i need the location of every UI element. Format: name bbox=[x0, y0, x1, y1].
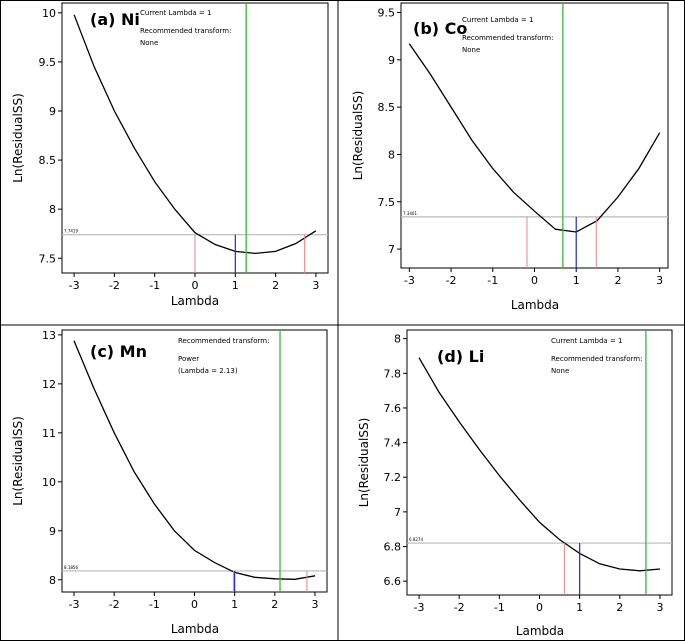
y-tick-label: 7.4 bbox=[384, 437, 402, 450]
panel-3: 6.8274 -3 -2 -1 0 1 2 3 6.6 6.8 7 7.2 7.4 7.6 7.8 8 Lamb… bbox=[357, 329, 673, 638]
panel-label: (b) Co bbox=[413, 19, 467, 38]
x-tick-label: -3 bbox=[69, 279, 80, 292]
x-axis-label: Lambda bbox=[171, 294, 219, 308]
y-tick-label: 7 bbox=[388, 243, 395, 256]
annotation-note: Recommended transform: bbox=[462, 34, 553, 42]
x-tick-label: 3 bbox=[312, 279, 319, 292]
y-tick-label: 8 bbox=[388, 148, 395, 161]
series-line bbox=[73, 340, 316, 580]
y-tick-label: 10 bbox=[42, 7, 56, 20]
annotation-note: Current Lambda = 1 bbox=[551, 337, 622, 345]
x-tick-label: -2 bbox=[454, 601, 465, 614]
x-tick-label: -3 bbox=[69, 598, 80, 611]
y-tick-label: 7 bbox=[394, 506, 401, 519]
x-tick-label: -2 bbox=[109, 279, 120, 292]
reference-line-label: 6.8274 bbox=[409, 537, 423, 542]
reference-line-label: 7.7419 bbox=[64, 229, 78, 234]
annotation-note: None bbox=[462, 46, 480, 54]
x-axis-label: Lambda bbox=[171, 622, 219, 636]
x-tick-label: 0 bbox=[531, 274, 538, 287]
reference-line-label: 8.1856 bbox=[64, 565, 78, 570]
x-tick-label: 1 bbox=[232, 279, 239, 292]
x-axis-label: Lambda bbox=[511, 298, 559, 312]
x-tick-label: 2 bbox=[271, 598, 278, 611]
x-tick-label: -1 bbox=[149, 598, 160, 611]
y-axis-label: Ln(ResidualSS) bbox=[351, 91, 365, 181]
annotation-note: None bbox=[140, 39, 158, 47]
x-tick-label: 2 bbox=[272, 279, 279, 292]
y-axis-label: Ln(ResidualSS) bbox=[11, 93, 25, 183]
y-tick-label: 7.5 bbox=[378, 196, 396, 209]
y-tick-label: 8.5 bbox=[378, 101, 396, 114]
y-tick-label: 6.6 bbox=[384, 575, 402, 588]
annotation-note: Current Lambda = 1 bbox=[462, 16, 533, 24]
x-tick-label: 0 bbox=[536, 601, 543, 614]
y-tick-label: 7.6 bbox=[384, 402, 402, 415]
y-tick-label: 8.5 bbox=[39, 154, 57, 167]
x-tick-label: -3 bbox=[414, 601, 425, 614]
y-tick-label: 9.5 bbox=[39, 56, 57, 69]
y-tick-label: 11 bbox=[42, 427, 56, 440]
x-tick-label: -2 bbox=[446, 274, 457, 287]
annotation-note: Power bbox=[178, 355, 199, 363]
y-tick-label: 9 bbox=[388, 54, 395, 67]
y-tick-label: 8 bbox=[49, 574, 56, 587]
x-tick-label: 0 bbox=[191, 598, 198, 611]
annotation-note: Current Lambda = 1 bbox=[140, 9, 211, 17]
panel-2: 8.1856-3 -2 -1 0 1 2 38910111213LambdaLn(Resid… bbox=[11, 329, 328, 636]
y-tick-label: 13 bbox=[42, 329, 56, 342]
x-tick-label: 3 bbox=[656, 601, 663, 614]
x-tick-label: 3 bbox=[311, 598, 318, 611]
y-tick-label: 7.8 bbox=[384, 367, 402, 380]
x-tick-label: 2 bbox=[616, 601, 623, 614]
annotation-note: Recommended transform: bbox=[178, 337, 269, 345]
series-line bbox=[408, 43, 661, 233]
x-tick-label: 1 bbox=[231, 598, 238, 611]
panel-label: (a) Ni bbox=[90, 10, 140, 29]
x-tick-label: -1 bbox=[494, 601, 505, 614]
reference-line-label: 7.3401 bbox=[403, 211, 417, 216]
y-tick-label: 8 bbox=[49, 203, 56, 216]
panel-label: (c) Mn bbox=[90, 342, 147, 361]
x-tick-label: -1 bbox=[149, 279, 160, 292]
y-tick-label: 9 bbox=[49, 105, 56, 118]
x-tick-label: 1 bbox=[573, 274, 580, 287]
x-tick-label: 2 bbox=[614, 274, 621, 287]
y-axis-label: Ln(ResidualSS) bbox=[11, 416, 25, 506]
y-tick-label: 12 bbox=[42, 378, 56, 391]
panels: 7.7419-3 -2 -1 0 1 2 37.588.599.510LambdaLn(Re… bbox=[11, 2, 673, 638]
x-tick-label: -1 bbox=[487, 274, 498, 287]
x-tick-label: -2 bbox=[109, 598, 120, 611]
annotation-note: Recommended transform: bbox=[551, 355, 642, 363]
y-tick-label: 7.5 bbox=[39, 252, 57, 265]
annotation-note: (Lambda = 2.13) bbox=[178, 367, 238, 375]
y-axis-label: Ln(ResidualSS) bbox=[357, 418, 371, 508]
panel-0: 7.7419 -3 -2 -1 0 1 2 3 7.5 8 8.5 9 9.5 10 Lambda Ln(Re… bbox=[11, 2, 329, 308]
series-line bbox=[73, 14, 317, 255]
x-tick-label: 0 bbox=[192, 279, 199, 292]
x-tick-label: 3 bbox=[656, 274, 663, 287]
x-tick-label: 1 bbox=[576, 601, 583, 614]
y-tick-label: 6.8 bbox=[384, 541, 402, 554]
x-tick-label: -3 bbox=[404, 274, 415, 287]
panel-label: (d) Li bbox=[437, 347, 484, 366]
y-tick-label: 9.5 bbox=[378, 6, 396, 19]
annotation-note: None bbox=[551, 367, 569, 375]
y-tick-label: 8 bbox=[394, 333, 401, 346]
y-tick-label: 9 bbox=[49, 525, 56, 538]
y-tick-label: 7.2 bbox=[384, 471, 402, 484]
panel-1: 7.3401 -3 -2 -1 0 1 2 3 7 7.5 8 8.5 9 9.5 Lambda Ln(Res… bbox=[351, 2, 669, 312]
y-tick-label: 10 bbox=[42, 476, 56, 489]
annotation-note: Recommended transform: bbox=[140, 27, 231, 35]
x-axis-label: Lambda bbox=[516, 624, 564, 638]
series-line bbox=[418, 357, 661, 572]
